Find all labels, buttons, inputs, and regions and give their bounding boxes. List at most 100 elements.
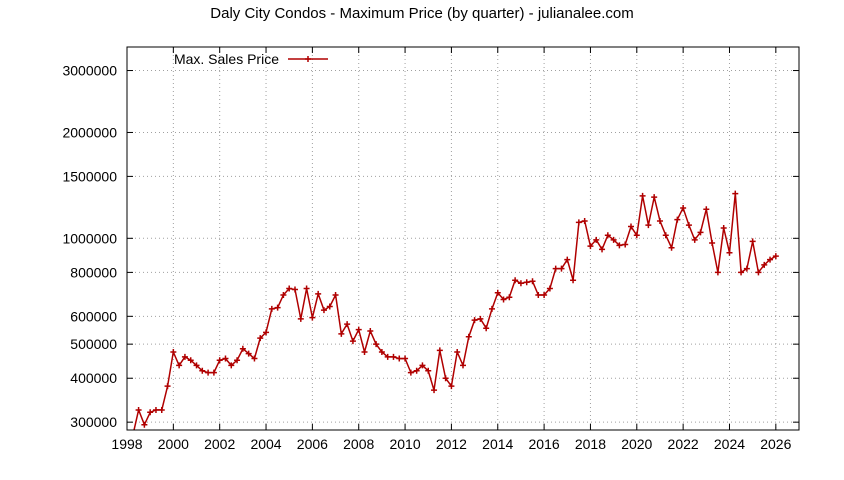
x-tick-label: 2004 xyxy=(250,436,281,452)
data-point xyxy=(500,296,507,303)
legend-label: Max. Sales Price xyxy=(174,51,279,67)
data-point xyxy=(431,387,438,394)
data-point xyxy=(622,241,629,248)
data-point xyxy=(552,265,559,272)
data-point xyxy=(755,269,762,276)
data-point xyxy=(512,277,519,284)
data-point xyxy=(483,325,490,332)
grid xyxy=(126,47,799,430)
data-point xyxy=(268,305,275,312)
chart-title: Daly City Condos - Maximum Price (by qua… xyxy=(210,5,633,22)
legend-marker xyxy=(305,56,311,62)
data-point xyxy=(407,369,414,376)
data-point xyxy=(176,362,183,369)
data-point xyxy=(164,383,171,390)
data-point xyxy=(216,357,223,364)
data-point xyxy=(355,326,362,333)
data-point xyxy=(384,353,391,360)
data-point xyxy=(367,327,374,334)
data-point xyxy=(743,265,750,272)
data-point xyxy=(228,362,235,369)
data-point xyxy=(645,222,652,229)
data-point xyxy=(245,350,252,357)
data-point xyxy=(610,236,617,243)
data-point xyxy=(685,222,692,229)
data-point xyxy=(257,335,264,342)
data-point xyxy=(460,362,466,369)
data-point xyxy=(280,291,287,298)
data-point xyxy=(286,285,293,292)
data-point xyxy=(239,345,246,352)
data-point xyxy=(373,341,380,348)
data-point xyxy=(674,216,681,223)
x-tick-label: 2008 xyxy=(343,436,374,452)
data-point xyxy=(135,406,142,413)
data-point xyxy=(581,218,588,225)
data-point xyxy=(772,253,779,260)
x-tick-label: 2024 xyxy=(714,436,745,452)
data-point xyxy=(564,256,571,263)
data-point xyxy=(158,406,165,413)
data-point xyxy=(720,224,727,231)
data-point xyxy=(419,362,426,369)
data-point xyxy=(442,375,449,382)
data-point xyxy=(680,204,687,211)
data-point xyxy=(523,279,530,286)
data-point xyxy=(517,280,524,287)
data-point xyxy=(303,285,310,292)
y-tick-label: 800000 xyxy=(70,264,117,280)
y-tick-label: 1000000 xyxy=(62,230,117,246)
data-point xyxy=(662,232,669,239)
data-point xyxy=(309,314,316,321)
data-point xyxy=(402,355,409,362)
data-point xyxy=(332,291,339,298)
x-tick-label: 2026 xyxy=(760,436,791,452)
y-tick-label: 300000 xyxy=(70,414,117,430)
data-point xyxy=(193,362,200,369)
y-tick-label: 600000 xyxy=(70,308,117,324)
data-point xyxy=(413,367,420,374)
data-point xyxy=(315,290,322,297)
data-point xyxy=(703,206,710,213)
series-layer xyxy=(133,190,779,430)
x-tick-label: 2014 xyxy=(482,436,513,452)
axis-ticks: 1998 2000 2002 2004 2006 2008 2010 2012 2014 2016… xyxy=(62,47,799,452)
data-point xyxy=(454,348,461,355)
data-point xyxy=(633,232,640,239)
data-point xyxy=(709,239,716,246)
data-point xyxy=(558,265,565,272)
data-point xyxy=(529,278,536,285)
data-point xyxy=(205,369,212,376)
data-point xyxy=(251,355,258,362)
data-point xyxy=(234,357,241,364)
data-point xyxy=(320,307,327,314)
x-tick-label: 2012 xyxy=(436,436,467,452)
x-tick-label: 2020 xyxy=(621,436,652,452)
y-tick-label: 3000000 xyxy=(62,63,117,79)
data-point xyxy=(587,243,594,250)
x-tick-label: 2016 xyxy=(529,436,560,452)
data-point xyxy=(732,190,739,197)
data-point xyxy=(575,219,582,226)
data-point xyxy=(292,286,298,293)
data-point xyxy=(199,367,206,374)
data-point xyxy=(338,330,345,337)
x-tick-label: 1998 xyxy=(111,436,142,452)
data-point xyxy=(326,303,333,310)
y-tick-label: 500000 xyxy=(70,336,117,352)
data-point xyxy=(170,348,177,355)
data-point xyxy=(147,409,154,416)
data-point xyxy=(349,338,356,345)
data-point xyxy=(691,236,698,243)
data-point xyxy=(593,236,600,243)
data-point xyxy=(714,269,721,276)
y-tick-label: 400000 xyxy=(70,370,117,386)
data-point xyxy=(187,357,194,364)
x-tick-label: 2006 xyxy=(297,436,328,452)
data-point xyxy=(263,329,270,336)
data-point xyxy=(222,355,229,362)
data-point xyxy=(570,277,577,284)
data-point xyxy=(448,383,455,390)
series-max-sales-price xyxy=(133,190,779,430)
data-point xyxy=(494,289,501,296)
